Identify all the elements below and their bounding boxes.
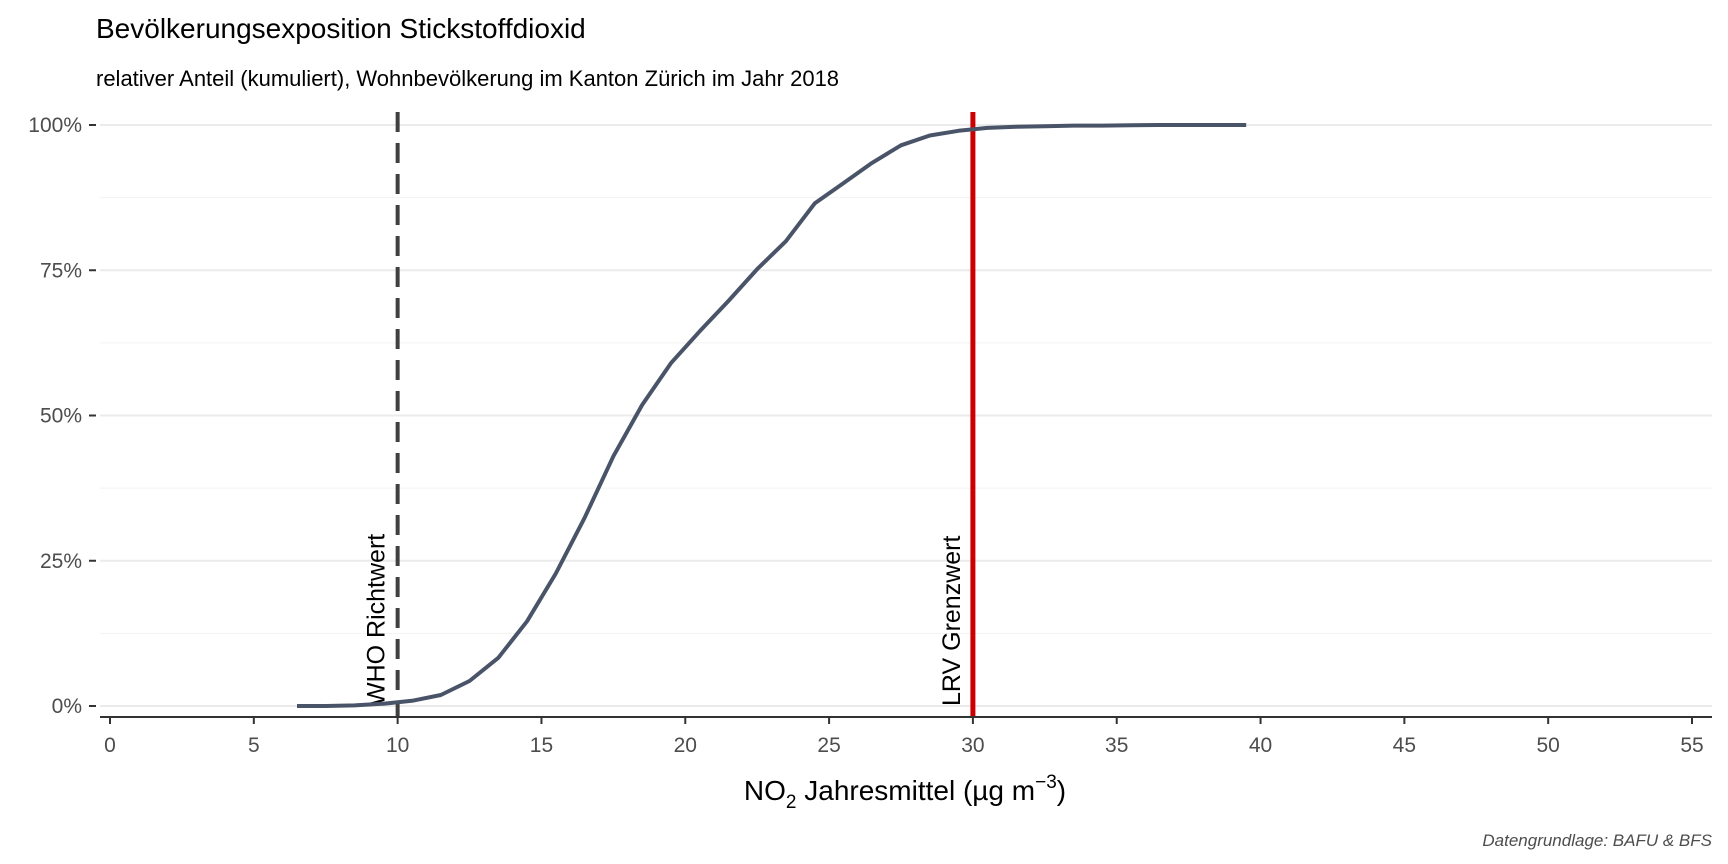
y-tick-label: 75%	[40, 259, 82, 282]
y-tick-label: 25%	[40, 550, 82, 573]
y-tick-label: 100%	[28, 114, 82, 137]
x-tick-label: 10	[386, 734, 409, 757]
chart-title: Bevölkerungsexposition Stickstoffdioxid	[96, 13, 586, 44]
reference-lines: WHO Richtwert LRV Grenzwert	[363, 112, 976, 716]
series-layer	[297, 123, 1247, 708]
y-axis: 0% 25% 50% 75% 100%	[28, 114, 96, 718]
x-axis-title-subscript: 2	[786, 792, 797, 813]
x-tick-label: 20	[674, 734, 697, 757]
x-tick-label: 45	[1393, 734, 1416, 757]
y-tick-label: 50%	[40, 405, 82, 428]
gridlines	[100, 124, 1712, 707]
x-tick-label: 5	[248, 734, 260, 757]
series-line	[297, 123, 1247, 708]
reference-line-label: WHO Richtwert	[363, 534, 391, 706]
x-tick-label: 50	[1537, 734, 1560, 757]
x-axis-title: NO2 Jahresmittel (µg m−3)	[744, 772, 1066, 813]
x-tick-label: 30	[961, 734, 984, 757]
x-tick-label: 55	[1680, 734, 1703, 757]
x-axis-title-superscript: −3	[1035, 772, 1057, 793]
x-axis-title-prefix: NO	[744, 775, 786, 806]
x-tick-label: 40	[1249, 734, 1272, 757]
x-tick-label: 35	[1105, 734, 1128, 757]
y-tick-label: 0%	[52, 695, 82, 718]
x-tick-label: 25	[817, 734, 840, 757]
x-axis: 0 5 10 15 20 25 30 35 40 45 50 55	[100, 716, 1712, 757]
reference-line-label: LRV Grenzwert	[938, 536, 966, 706]
x-axis-title-middle: Jahresmittel (µg m	[796, 775, 1035, 806]
chart-caption: Datengrundlage: BAFU & BFS	[1482, 831, 1712, 850]
chart-subtitle: relativer Anteil (kumuliert), Wohnbevölk…	[96, 66, 839, 91]
x-axis-title-suffix: )	[1057, 775, 1066, 806]
x-tick-label: 15	[530, 734, 553, 757]
x-tick-label: 0	[104, 734, 116, 757]
